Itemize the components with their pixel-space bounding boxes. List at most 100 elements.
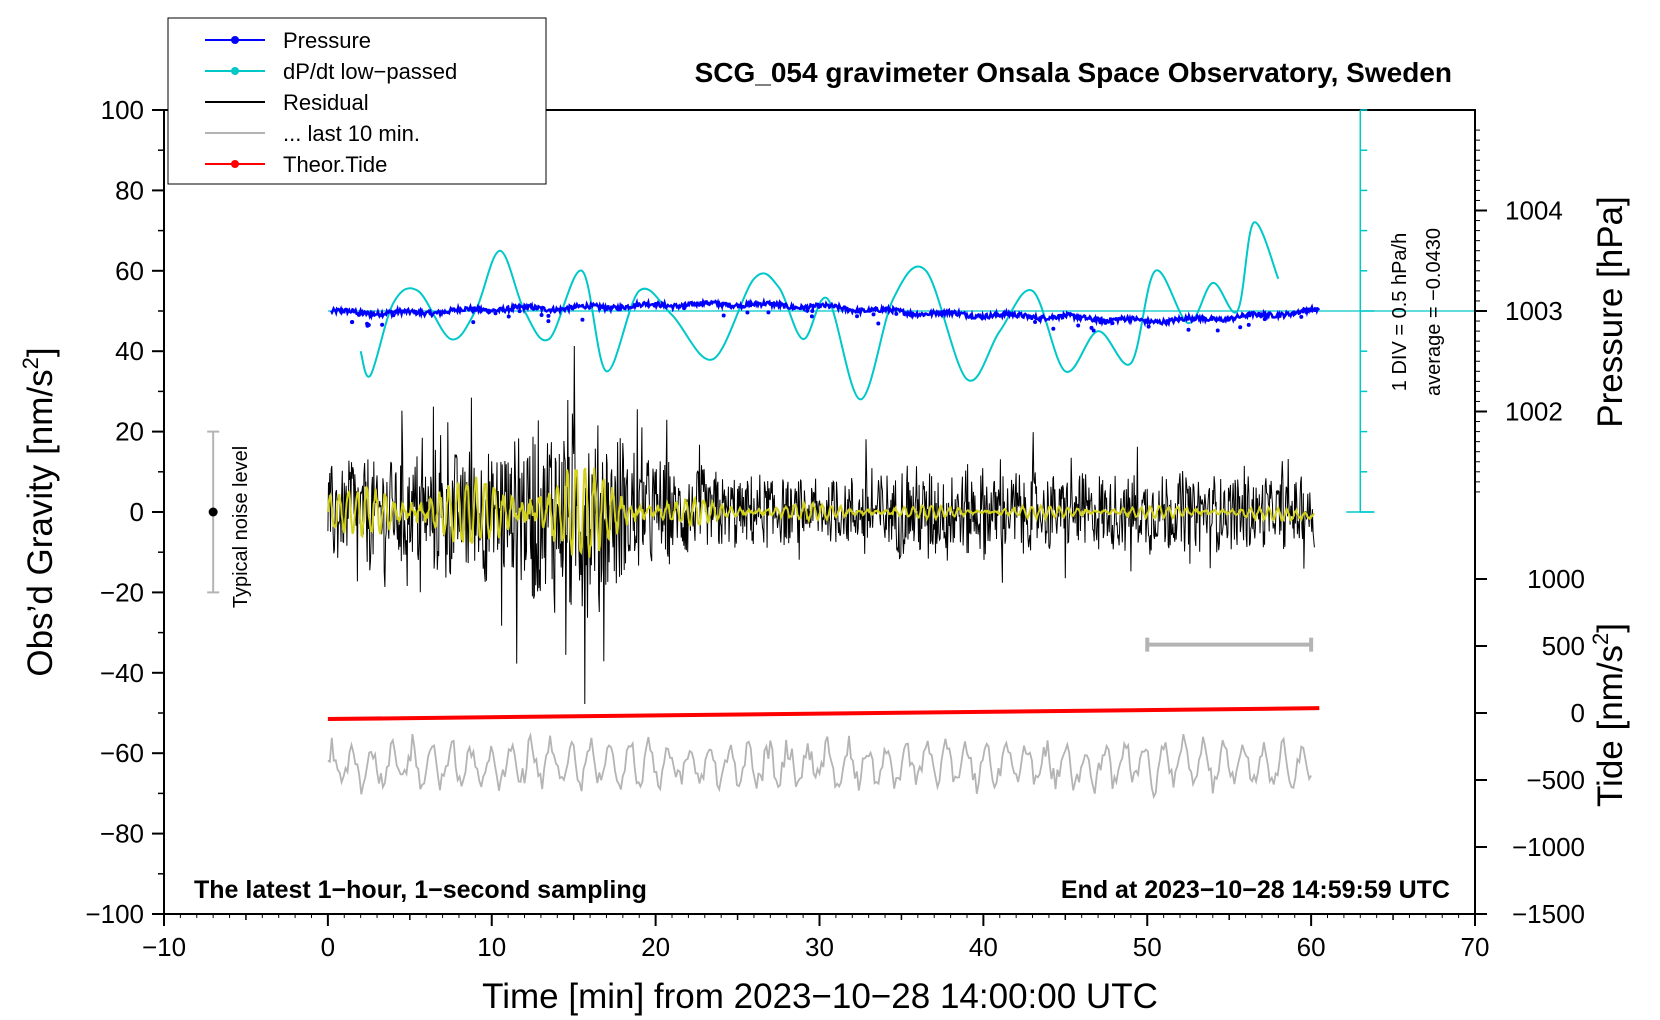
x-tick-label: −10 — [142, 932, 186, 962]
x-tick-label: 30 — [805, 932, 834, 962]
y-axis-label-superscript: 2 — [18, 357, 43, 369]
y-tick-label: −40 — [100, 658, 144, 688]
pressure-outlier-point — [1263, 315, 1268, 320]
y-axis-ticks: −100 −80 −60 −40 −20 0 20 40 60 80 100 — [85, 95, 164, 929]
x-tick-label: 50 — [1133, 932, 1162, 962]
pressure-outlier-point — [855, 314, 860, 319]
y-tick-label: −80 — [100, 819, 144, 849]
noise-level-marker — [207, 430, 220, 594]
pressure-outlier-point — [1076, 323, 1081, 328]
pressure-outlier-point — [471, 320, 476, 325]
x-axis-ticks: −10 0 10 20 30 40 50 60 70 — [142, 914, 1490, 962]
pressure-tick-label: 1004 — [1505, 196, 1563, 226]
dpdt-scale-ruler — [1346, 109, 1375, 513]
pressure-line — [330, 297, 1321, 328]
sampling-note: The latest 1−hour, 1−second sampling — [194, 876, 647, 904]
tide-tick-label: −1500 — [1512, 899, 1585, 929]
pressure-outlier-point — [810, 309, 815, 314]
pressure-outlier-point — [876, 321, 881, 326]
tide-tick-label: 500 — [1542, 631, 1585, 661]
pressure-outlier-point — [365, 321, 370, 326]
pressure-outlier-point — [809, 314, 814, 319]
x-tick-label: 20 — [641, 932, 670, 962]
pressure-outlier-point — [1186, 327, 1191, 332]
pressure-outlier-point — [349, 320, 354, 325]
y-axis-label-close: ] — [21, 347, 60, 357]
dpdt-lowpassed-series — [359, 221, 1280, 401]
y-tick-label: 40 — [115, 336, 144, 366]
pressure-outlier-point — [580, 317, 585, 322]
residual-smoothed-series — [326, 467, 1316, 558]
pressure-outlier-point — [1098, 320, 1103, 325]
pressure-outlier-point — [391, 313, 396, 318]
pressure-tick-label: 1002 — [1505, 397, 1563, 427]
x-tick-label: 40 — [969, 932, 998, 962]
pressure-outlier-point — [546, 319, 551, 324]
legend-label: ... last 10 min. — [283, 121, 420, 146]
pressure-outlier-point — [356, 312, 361, 317]
pressure-axis-ticks: 1002 1003 1004 — [1475, 129, 1563, 493]
pressure-outlier-point — [1110, 321, 1115, 326]
pressure-outlier-point — [1033, 319, 1038, 324]
y-axis-label: Obs’d Gravity [nm/s2] — [18, 347, 60, 676]
y-tick-label: 60 — [115, 256, 144, 286]
tide-tick-label: −500 — [1526, 765, 1585, 795]
tide-axis-ticks: −1500 −1000 −500 0 500 1000 — [1475, 564, 1585, 929]
pressure-outlier-point — [1238, 325, 1243, 330]
pressure-outlier-point — [1299, 314, 1304, 319]
y-tick-label: 20 — [115, 417, 144, 447]
legend-label: Theor.Tide — [283, 152, 387, 177]
chart-title: SCG_054 gravimeter Onsala Space Observat… — [695, 57, 1452, 88]
ten-minute-scale-bar — [1145, 637, 1314, 652]
x-tick-label: 10 — [477, 932, 506, 962]
y-tick-label: 80 — [115, 175, 144, 205]
pressure-outlier-point — [380, 322, 385, 327]
pressure-outlier-point — [721, 313, 726, 318]
legend-label: dP/dt low−passed — [283, 59, 457, 84]
pressure-outlier-point — [1091, 328, 1096, 333]
noise-bar-center-dot — [208, 507, 218, 517]
tide-axis-label: Tide [nm/s2] — [1588, 623, 1630, 807]
legend: Pressure dP/dt low−passed Residual ... last… — [167, 17, 547, 185]
theoretical-tide-series — [327, 706, 1320, 722]
y-tick-label: −20 — [100, 577, 144, 607]
x-tick-label: 0 — [321, 932, 335, 962]
legend-label: Residual — [283, 90, 369, 115]
pressure-outlier-point — [1102, 319, 1107, 324]
pressure-outlier-point — [1246, 322, 1251, 327]
pressure-outlier-point — [805, 308, 810, 313]
pressure-outlier-point — [546, 313, 551, 318]
div-note: 1 DIV = 0.5 hPa/h — [1389, 233, 1411, 391]
pressure-outlier-point — [506, 314, 511, 319]
pressure-tick-label: 1003 — [1505, 296, 1563, 326]
average-note: average = −0.0430 — [1423, 228, 1445, 396]
pressure-axis-label: Pressure [hPa] — [1591, 196, 1630, 428]
tide-tick-label: 1000 — [1527, 564, 1585, 594]
pressure-outlier-point — [1146, 324, 1151, 329]
pressure-outlier-point — [493, 311, 498, 316]
x-axis-label: Time [min] from 2023−10−28 14:00:00 UTC — [482, 977, 1158, 1016]
pressure-outlier-point — [517, 309, 522, 314]
pressure-outlier-point — [539, 313, 544, 318]
tide-tick-label: −1000 — [1512, 832, 1585, 862]
pressure-outlier-point — [745, 310, 750, 315]
legend-swatch-marker — [231, 67, 239, 75]
x-tick-label: 60 — [1297, 932, 1326, 962]
pressure-series — [330, 297, 1321, 333]
legend-label: Pressure — [283, 28, 371, 53]
x-tick-label: 70 — [1461, 932, 1490, 962]
tide-tick-label: 0 — [1571, 698, 1585, 728]
noise-level-label: Typical noise level — [230, 446, 252, 608]
pressure-outlier-point — [1215, 328, 1220, 333]
pressure-outlier-point — [682, 306, 687, 311]
y-tick-label: 0 — [130, 497, 144, 527]
pressure-outlier-point — [894, 311, 899, 316]
last-ten-minutes-series — [327, 731, 1312, 800]
pressure-outlier-point — [871, 312, 876, 317]
series-traces — [326, 221, 1475, 800]
tide-axis-label-superscript: 2 — [1588, 633, 1613, 645]
legend-swatch-marker — [231, 160, 239, 168]
legend-swatch-marker — [231, 36, 239, 44]
tide-axis-label-close: ] — [1591, 623, 1630, 633]
